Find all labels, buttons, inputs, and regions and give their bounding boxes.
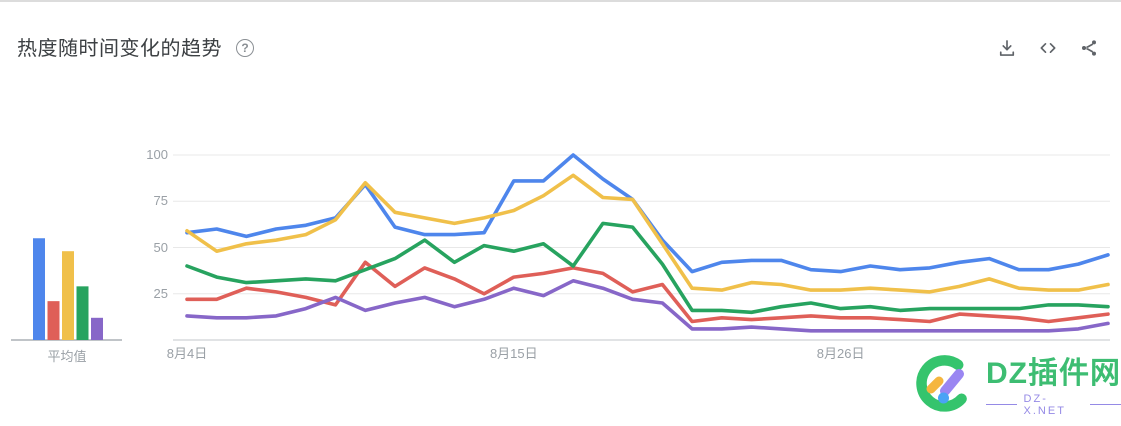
embed-code-icon <box>1037 38 1059 58</box>
watermark-divider-left <box>986 404 1017 405</box>
share-button[interactable] <box>1077 36 1101 60</box>
x-axis-tick: 8月4日 <box>166 346 208 361</box>
avg-bar-green <box>76 286 89 340</box>
header: 热度随时间变化的趋势 ? <box>17 32 254 61</box>
download-button[interactable] <box>995 36 1019 60</box>
logo-check-right <box>940 369 964 396</box>
y-axis-tick-75: 75 <box>153 193 168 209</box>
y-axis-tick-100: 100 <box>146 147 168 162</box>
logo-ring <box>916 355 967 412</box>
embed-button[interactable] <box>1036 36 1060 60</box>
watermark-divider-right <box>1090 404 1121 405</box>
trend-lines <box>185 153 1110 333</box>
x-axis-tick: 8月15日 <box>489 346 538 361</box>
avg-bar-chart <box>33 238 103 340</box>
trend-line-yellow <box>185 173 1110 294</box>
avg-bar-purple <box>91 317 103 340</box>
logo-dot <box>938 392 949 404</box>
x-axis-tick: 8月26日 <box>816 346 865 361</box>
watermark: DZ插件网 DZ-X.NET <box>914 354 1121 419</box>
y-axis-tick-50: 50 <box>153 239 168 255</box>
download-icon <box>997 38 1017 58</box>
watermark-text-block: DZ插件网 DZ-X.NET <box>986 357 1121 417</box>
help-icon[interactable]: ? <box>236 38 254 57</box>
grid-lines <box>173 154 1110 295</box>
avg-bar-blue <box>33 238 45 340</box>
dz-check-logo-icon <box>914 354 978 419</box>
avg-axis-label: 平均值 <box>47 349 87 364</box>
trend-line-red <box>185 260 1110 324</box>
share-icon <box>1079 38 1099 58</box>
trend-line-blue <box>185 153 1110 274</box>
watermark-subtext: DZ-X.NET <box>1023 392 1066 417</box>
logo-check-left <box>926 376 944 394</box>
trend-line-green <box>185 221 1110 315</box>
avg-bar-red <box>47 301 60 340</box>
trend-line-purple <box>185 278 1110 333</box>
y-axis-tick-25: 25 <box>153 285 168 301</box>
page-title: 热度随时间变化的趋势 <box>17 38 222 60</box>
header-actions <box>995 36 1101 60</box>
avg-bar-yellow <box>62 251 74 340</box>
watermark-text: DZ插件网 <box>986 356 1121 390</box>
watermark-subrow: DZ-X.NET <box>986 393 1121 417</box>
